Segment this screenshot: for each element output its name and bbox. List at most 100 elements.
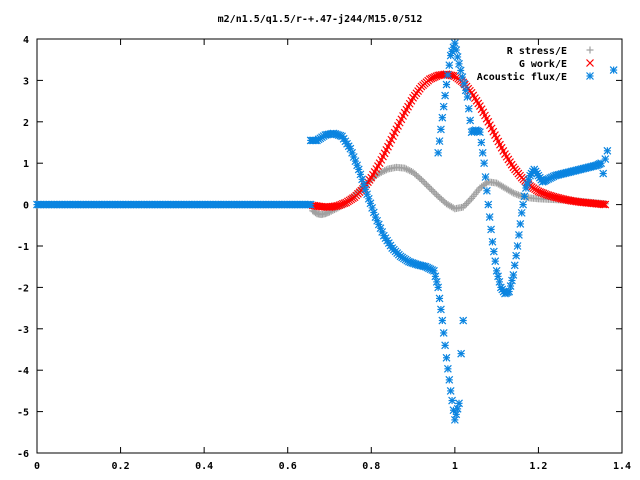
legend-marker <box>586 46 594 54</box>
data-point <box>356 170 365 179</box>
x-tick-label: 0.2 <box>112 461 130 472</box>
data-point <box>461 86 470 95</box>
data-point <box>524 175 533 184</box>
data-point <box>464 198 472 206</box>
y-tick-label: 1 <box>23 159 29 170</box>
data-point <box>517 208 526 217</box>
y-tick-label: -6 <box>17 449 29 460</box>
data-point <box>443 70 452 79</box>
data-point <box>514 191 522 199</box>
data-point <box>437 125 445 134</box>
data-point <box>426 184 434 192</box>
data-point <box>489 247 498 256</box>
data-point <box>381 167 389 175</box>
data-point <box>466 196 474 204</box>
x-tick-label: 1.4 <box>613 461 631 472</box>
data-point <box>411 170 419 178</box>
data-point <box>438 113 447 122</box>
data-point <box>513 242 522 250</box>
plot-frame <box>36 38 623 454</box>
data-point <box>409 168 417 176</box>
x-tick-label: 1 <box>452 461 458 472</box>
data-point <box>427 186 435 194</box>
data-point <box>598 200 606 209</box>
x-tick-label: 1.2 <box>529 461 547 472</box>
data-point <box>487 225 495 234</box>
data-point <box>601 155 610 163</box>
data-point <box>402 165 410 173</box>
data-point <box>431 189 439 197</box>
data-point <box>435 137 444 146</box>
data-point <box>464 104 473 113</box>
data-point <box>481 173 490 181</box>
data-point <box>429 187 437 195</box>
y-tick-label: -1 <box>17 242 29 253</box>
data-point <box>599 200 608 209</box>
series-layer <box>33 39 618 424</box>
data-point <box>437 305 445 314</box>
data-point <box>458 73 467 82</box>
data-point <box>491 257 500 266</box>
data-point <box>439 329 448 337</box>
x-tick-label: 0.8 <box>362 461 380 472</box>
data-point <box>609 66 618 74</box>
data-point <box>601 200 610 209</box>
data-point <box>509 189 517 197</box>
data-point <box>448 396 456 405</box>
data-point <box>455 59 463 68</box>
data-point <box>457 349 466 358</box>
data-point <box>434 192 442 200</box>
data-point <box>306 200 315 209</box>
y-tick-label: 3 <box>23 76 29 87</box>
data-point <box>508 188 516 196</box>
data-point <box>466 116 475 125</box>
data-point <box>519 200 528 209</box>
data-point <box>369 208 378 217</box>
data-point <box>358 175 367 184</box>
data-point <box>477 138 486 147</box>
data-point <box>459 203 467 211</box>
data-point <box>432 277 441 286</box>
legend-marker <box>586 72 594 80</box>
data-point <box>442 80 451 89</box>
data-point <box>439 197 447 205</box>
data-point <box>434 283 443 292</box>
data-point <box>422 181 430 189</box>
data-point <box>361 185 370 194</box>
data-point <box>460 79 468 88</box>
data-point <box>438 316 447 325</box>
data-point <box>520 192 529 201</box>
data-point <box>368 203 377 212</box>
x-tick-label: 0.4 <box>195 461 213 472</box>
axis-ticks: 0 0.2 0.4 0.6 0.8 1 1.2 1.4 4 3 2 1 0 -1 -2 -3 -4 -5 -6 <box>17 35 631 472</box>
data-point <box>442 353 451 362</box>
data-point <box>513 190 521 198</box>
data-point <box>379 167 387 175</box>
data-point <box>382 166 390 174</box>
y-tick-label: -4 <box>17 366 29 377</box>
chart-title: m2/n1.5/q1.5/r-+.47-j244/M15.0/512 <box>218 13 423 25</box>
data-point <box>480 159 489 168</box>
data-point <box>482 186 491 195</box>
data-point <box>463 200 471 208</box>
data-point <box>506 282 515 290</box>
data-point <box>417 176 425 184</box>
data-point <box>436 194 444 202</box>
data-point <box>445 61 454 70</box>
data-point <box>406 167 414 175</box>
x-tick-label: 0 <box>34 461 40 472</box>
data-point <box>364 194 373 203</box>
data-point <box>414 173 422 181</box>
data-point <box>510 261 519 270</box>
data-point <box>603 146 612 155</box>
data-point <box>494 272 502 281</box>
data-point <box>443 364 452 373</box>
data-point <box>516 219 525 228</box>
data-point <box>401 164 409 172</box>
data-point <box>376 169 384 177</box>
legend-marker <box>586 59 594 67</box>
data-point <box>515 231 523 239</box>
y-tick-label: -2 <box>17 283 29 294</box>
data-point <box>435 294 444 303</box>
